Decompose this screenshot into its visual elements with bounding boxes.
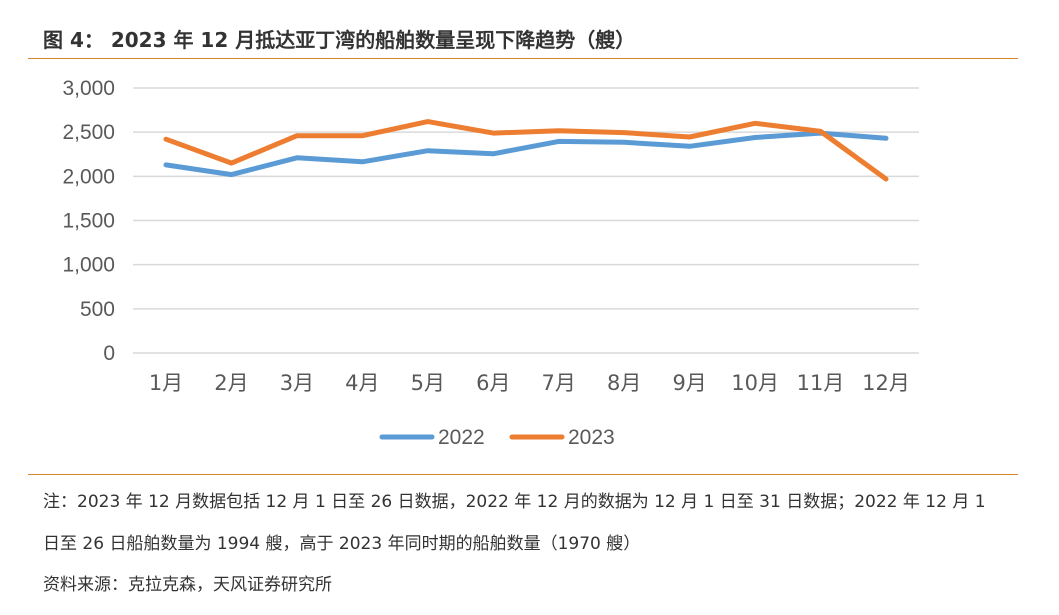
legend-label: 2022 (438, 426, 485, 449)
x-tick-label: 10月 (731, 371, 779, 395)
source-note: 资料来源：克拉克森，天风证券研究所 (43, 575, 332, 595)
y-tick-label: 0 (103, 342, 115, 365)
x-tick-label: 5月 (411, 371, 445, 395)
y-tick-label: 500 (80, 298, 115, 321)
series-line-2022 (163, 130, 889, 178)
y-tick-label: 1,000 (62, 254, 115, 277)
y-axis-tick-labels: 0 500 1,000 1,500 2,000 2,500 3,000 (62, 77, 115, 365)
y-tick-label: 3,000 (62, 77, 115, 100)
x-tick-label: 7月 (542, 371, 576, 395)
footnote-line-2: 日至 26 日船舶数量为 1994 艘，高于 2023 年同时期的船舶数量（19… (43, 534, 641, 554)
x-tick-label: 12月 (862, 371, 910, 395)
x-tick-label: 3月 (280, 371, 314, 395)
legend: 2022 2023 (379, 426, 615, 449)
figure-title: 图 4： 2023 年 12 月抵达亚丁湾的船舶数量呈现下降趋势（艘） (43, 28, 636, 52)
y-tick-label: 2,000 (62, 165, 115, 188)
x-tick-label: 9月 (672, 371, 706, 395)
legend-label: 2023 (568, 426, 615, 449)
x-tick-label: 6月 (476, 371, 510, 395)
title-divider (28, 58, 1018, 59)
x-tick-label: 1月 (149, 371, 183, 395)
notes-divider (28, 474, 1018, 475)
legend-item-2022: 2022 (379, 426, 485, 449)
legend-item-2023: 2023 (509, 426, 615, 449)
x-tick-label: 2月 (214, 371, 248, 395)
x-tick-label: 11月 (797, 371, 845, 395)
series-line-2023 (163, 119, 889, 182)
footnote-line-1: 注：2023 年 12 月数据包括 12 月 1 日至 26 日数据，2022 … (43, 492, 986, 512)
y-tick-label: 1,500 (62, 210, 115, 233)
x-tick-label: 8月 (607, 371, 641, 395)
x-tick-label: 4月 (345, 371, 379, 395)
x-axis-tick-labels: 1月 2月 3月 4月 5月 6月 7月 8月 9月 10月 11月 12月 (149, 371, 910, 395)
line-chart: 0 500 1,000 1,500 2,000 2,500 3,000 1月 2月 3月 4月 5月… (62, 77, 919, 449)
series-lines (163, 119, 889, 182)
y-tick-label: 2,500 (62, 121, 115, 144)
